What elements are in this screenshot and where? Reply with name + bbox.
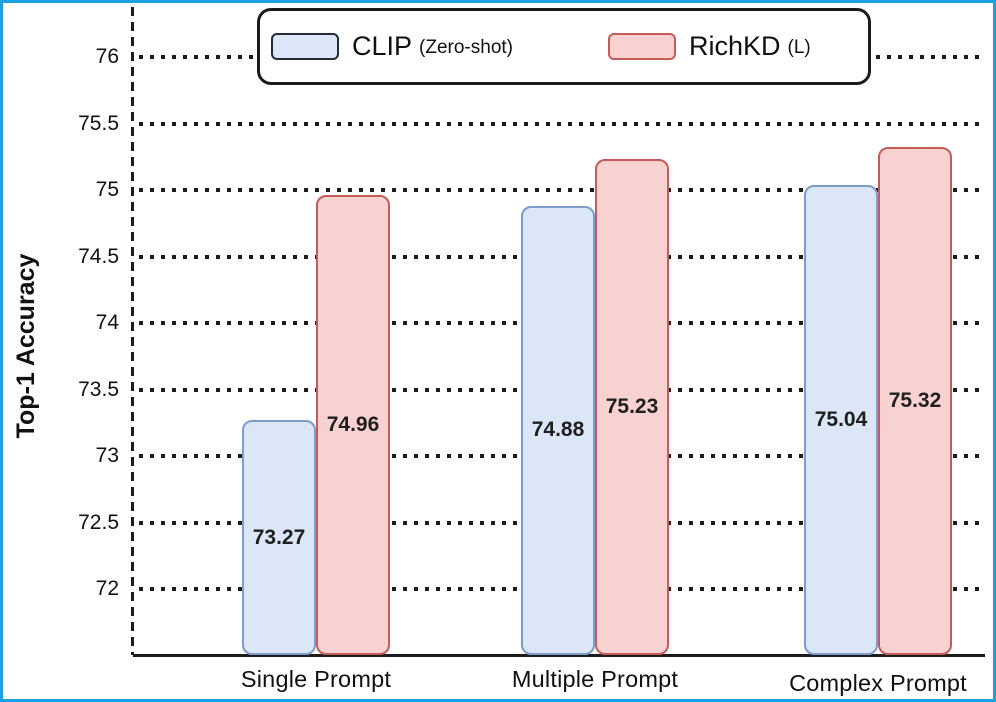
y-tick-label-73.5: 73.5 [78, 377, 119, 401]
gridline-75.5 [139, 121, 985, 126]
x-tick-label-complex-prompt: Complex Prompt [789, 670, 967, 696]
clip-legend-sublabel: (Zero-shot) [419, 37, 513, 58]
richkd-legend-swatch [608, 33, 676, 60]
bar-clip-multiple-prompt [521, 205, 595, 655]
y-tick-label-76: 76 [95, 45, 119, 68]
legend-item-richkd: RichKD (L) [608, 31, 811, 62]
x-tick-label-single-prompt: Single Prompt [240, 666, 392, 692]
y-tick-label-75.5: 75.5 [78, 111, 119, 135]
bar-value-richkd-multiple-prompt: 75.23 [605, 395, 659, 419]
bar-value-richkd-single-prompt: 74.96 [326, 413, 380, 437]
bar-richkd-multiple-prompt [595, 159, 669, 655]
y-tick-label-75: 75 [95, 178, 119, 201]
richkd-legend-sublabel: (L) [787, 37, 811, 58]
clip-legend-label: CLIP [352, 31, 413, 61]
bar-clip-single-prompt [242, 420, 316, 655]
bar-richkd-single-prompt [316, 195, 390, 655]
y-tick-label-73: 73 [95, 444, 119, 467]
y-axis-line [131, 7, 134, 655]
gridline-75 [139, 188, 985, 192]
y-tick-label-72.5: 72.5 [78, 510, 119, 534]
legend: CLIP (Zero-shot) RichKD (L) [257, 8, 871, 85]
bar-value-richkd-complex-prompt: 75.32 [888, 389, 942, 413]
legend-item-clip: CLIP (Zero-shot) [271, 31, 513, 62]
y-tick-label-74.5: 74.5 [78, 244, 119, 268]
bar-clip-complex-prompt [804, 184, 878, 655]
clip-legend-swatch [271, 33, 339, 60]
y-tick-label-74: 74 [95, 311, 119, 334]
x-tick-label-multiple-prompt: Multiple Prompt [511, 666, 679, 692]
bar-value-clip-complex-prompt: 75.04 [814, 407, 868, 431]
y-tick-label-72: 72 [95, 577, 119, 600]
x-axis-line [133, 654, 985, 657]
bar-richkd-complex-prompt [878, 147, 952, 655]
bar-value-clip-single-prompt: 73.27 [252, 525, 306, 549]
richkd-legend-label: RichKD [689, 31, 781, 61]
bar-value-clip-multiple-prompt: 74.88 [531, 418, 585, 442]
